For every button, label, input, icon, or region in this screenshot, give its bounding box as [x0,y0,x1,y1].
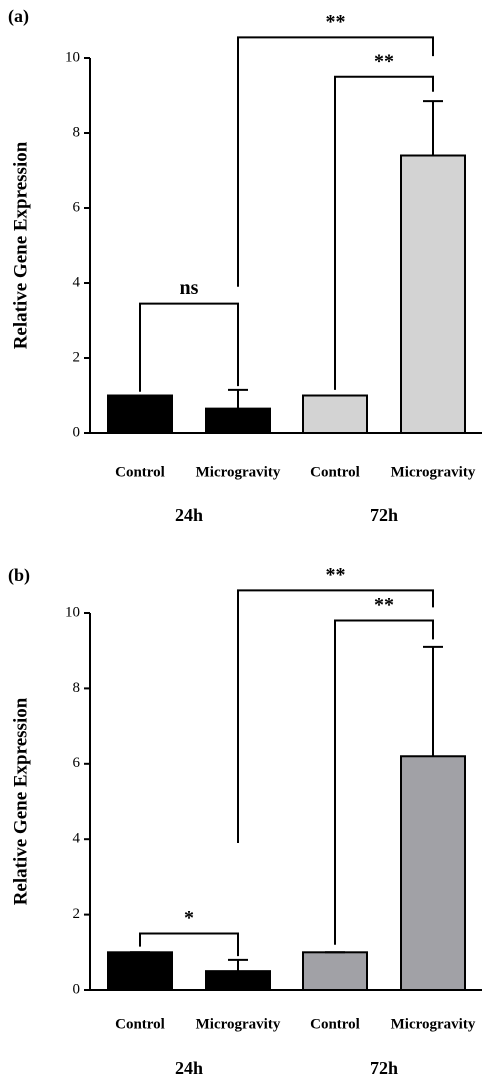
significance-label: ns [180,277,199,299]
error-bar [423,645,443,757]
significance-bracket [237,589,434,843]
group-label: 24h [175,1058,203,1078]
significance-bracket [237,36,434,287]
y-tick-label: 10 [65,49,80,65]
significance-bracket [334,619,434,945]
bar [400,154,466,434]
significance-label: ** [374,594,394,616]
y-tick-label: 4 [73,831,81,847]
bar [107,394,173,434]
bar [302,951,368,991]
error-bar [228,958,248,972]
bar [107,951,173,991]
significance-label: ** [374,50,394,72]
error-bar [228,388,248,409]
y-tick-label: 8 [73,124,81,140]
y-axis-label: Relative Gene Expression [10,141,31,349]
significance-label: * [184,907,194,929]
category-label: Microgravity [196,1016,281,1032]
y-tick-label: 8 [73,680,81,696]
y-tick-label: 6 [73,755,81,771]
category-label: Control [115,464,165,480]
y-tick-label: 2 [73,349,81,365]
bar [205,970,271,992]
group-label: 24h [175,505,203,525]
y-tick-label: 4 [73,274,81,290]
panel-label: (a) [8,6,29,27]
panel-label: (b) [8,565,30,586]
group-label: 72h [370,505,398,525]
bar [205,407,271,434]
y-tick-label: 0 [73,981,81,997]
y-tick-label: 2 [73,906,81,922]
y-tick-label: 10 [65,604,80,620]
category-label: Control [310,464,360,480]
category-label: Microgravity [196,464,281,480]
y-axis-label: Relative Gene Expression [10,697,31,905]
significance-label: ** [326,11,346,33]
significance-bracket [334,75,434,390]
category-label: Microgravity [391,1016,476,1032]
bar [400,755,466,992]
significance-label: ** [326,564,346,586]
y-tick-label: 6 [73,199,81,215]
significance-bracket [139,302,239,392]
bar [302,394,368,434]
y-tick-label: 0 [73,424,81,440]
category-label: Control [115,1016,165,1032]
group-label: 72h [370,1058,398,1078]
category-label: Control [310,1016,360,1032]
significance-bracket [139,932,239,957]
error-bar [423,100,443,156]
category-label: Microgravity [391,464,476,480]
